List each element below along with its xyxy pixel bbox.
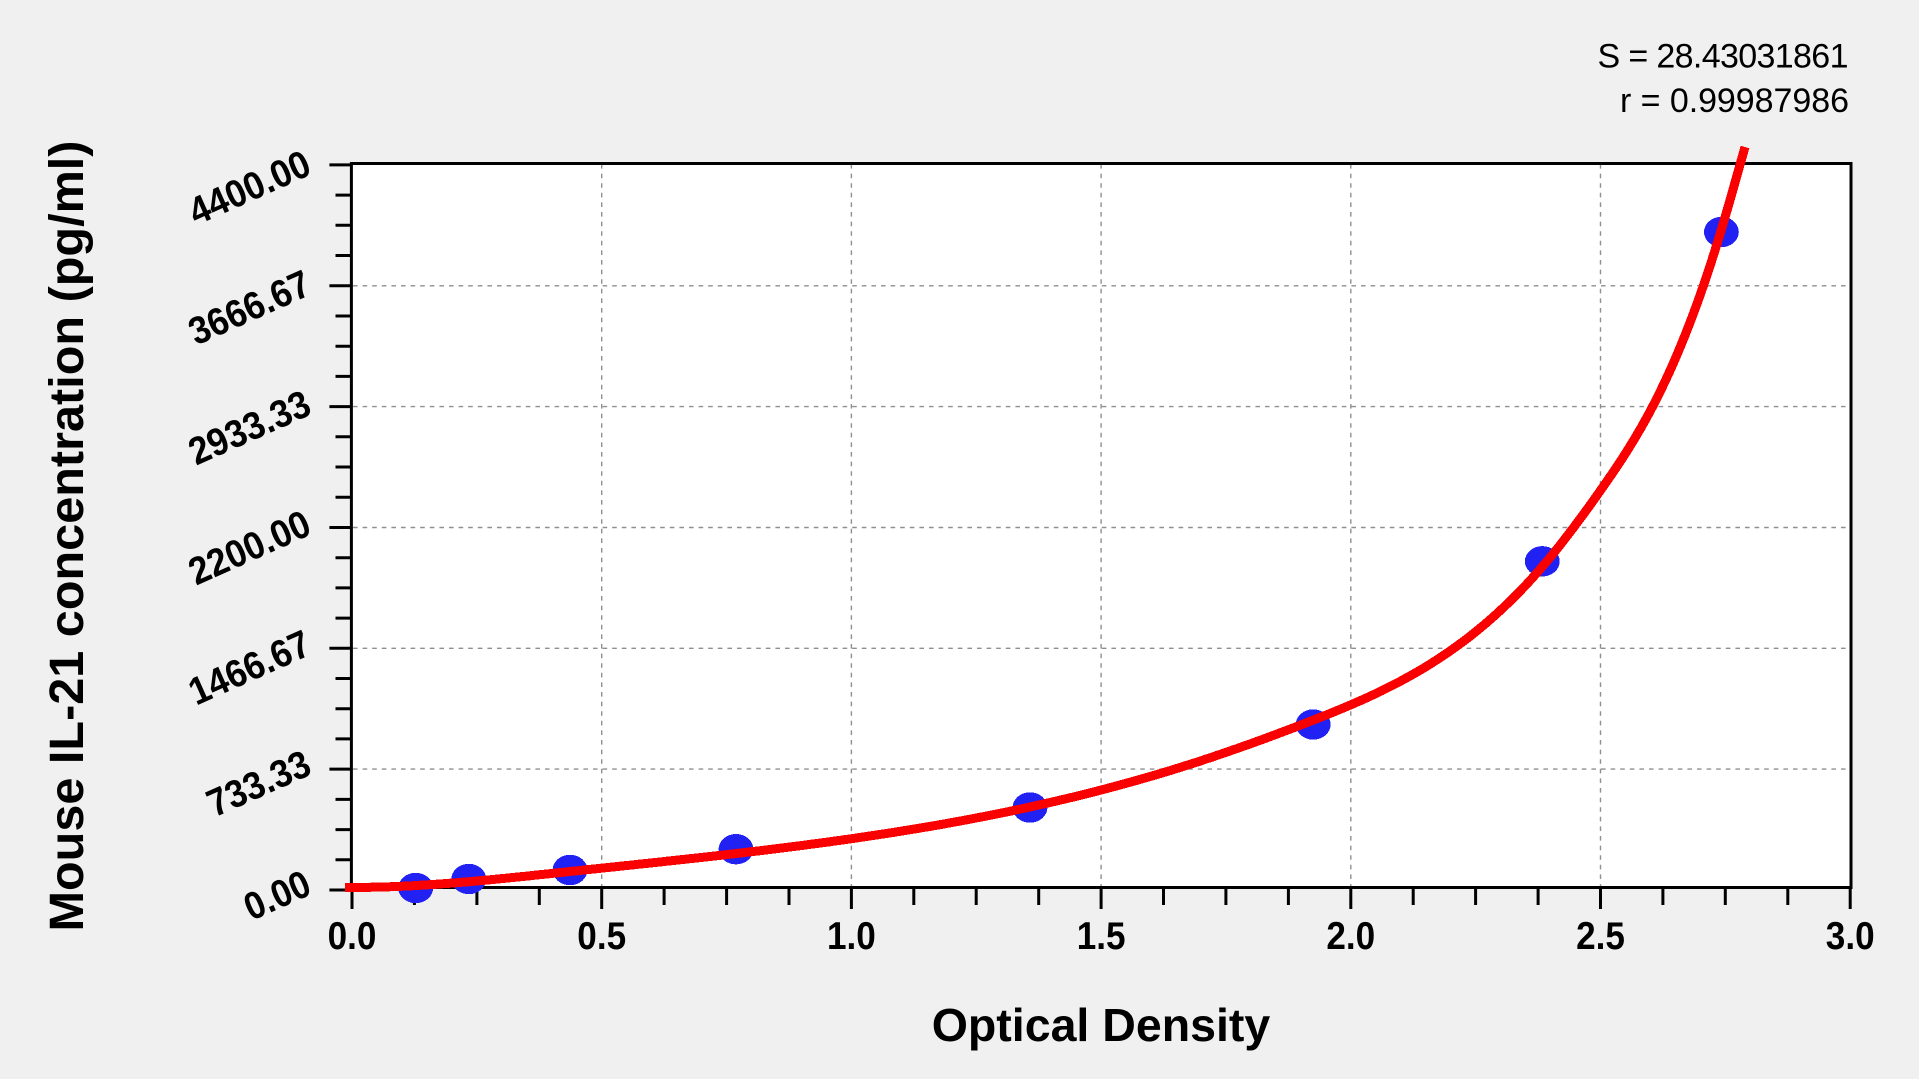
- svg-text:r = 0.99987986: r = 0.99987986: [1620, 82, 1849, 120]
- svg-text:1.0: 1.0: [827, 915, 876, 958]
- svg-text:0.5: 0.5: [577, 915, 626, 958]
- svg-text:S = 28.43031861: S = 28.43031861: [1598, 38, 1849, 76]
- svg-text:Mouse IL-21 concentration (pg/: Mouse IL-21 concentration (pg/ml): [41, 141, 94, 932]
- svg-text:0.0: 0.0: [328, 915, 377, 958]
- svg-text:2.0: 2.0: [1326, 915, 1375, 958]
- svg-text:2.5: 2.5: [1576, 915, 1625, 958]
- svg-text:1.5: 1.5: [1077, 915, 1126, 958]
- svg-text:3.0: 3.0: [1826, 915, 1875, 958]
- svg-text:Optical Density: Optical Density: [932, 999, 1271, 1051]
